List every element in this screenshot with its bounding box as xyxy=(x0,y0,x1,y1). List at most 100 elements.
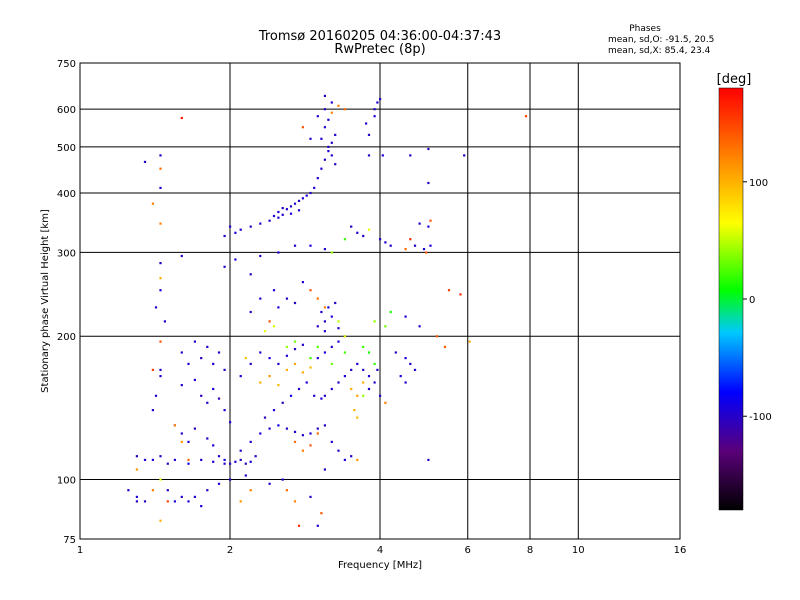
data-point xyxy=(159,289,162,292)
data-point xyxy=(320,137,323,140)
data-point xyxy=(151,368,154,371)
data-point xyxy=(409,238,412,241)
data-point xyxy=(173,500,176,503)
data-point xyxy=(297,387,301,391)
data-point xyxy=(297,199,301,202)
data-point xyxy=(293,440,297,443)
y-tick-label: 75 xyxy=(63,535,76,546)
x-axis-label: Frequency [MHz] xyxy=(338,560,422,571)
data-point xyxy=(362,381,365,384)
data-point xyxy=(379,98,382,101)
data-point xyxy=(337,381,340,384)
data-point xyxy=(327,306,330,309)
data-point xyxy=(301,449,304,452)
data-point xyxy=(249,460,252,463)
data-point xyxy=(143,500,147,503)
data-point xyxy=(249,273,252,276)
data-point xyxy=(163,320,166,323)
data-point xyxy=(362,345,365,348)
data-point xyxy=(330,315,333,318)
data-point xyxy=(212,444,215,447)
data-point xyxy=(180,254,183,258)
data-point xyxy=(249,225,252,228)
data-point xyxy=(272,409,276,412)
x-tick-label: 10 xyxy=(572,545,585,556)
data-point xyxy=(389,244,392,247)
data-point xyxy=(180,495,183,498)
data-point xyxy=(330,154,333,157)
data-point xyxy=(159,375,162,378)
data-point xyxy=(313,186,316,189)
data-point xyxy=(285,297,288,300)
data-point xyxy=(234,231,237,234)
data-point xyxy=(293,340,297,343)
data-point xyxy=(418,325,421,328)
data-point xyxy=(173,424,176,427)
data-point xyxy=(159,222,162,225)
data-point xyxy=(272,325,276,328)
data-point xyxy=(524,115,528,118)
data-point xyxy=(350,225,353,228)
data-point xyxy=(263,416,267,419)
data-point xyxy=(159,262,162,265)
data-point xyxy=(373,320,376,323)
data-point xyxy=(244,462,247,465)
data-point xyxy=(159,519,162,522)
data-point xyxy=(323,320,326,323)
data-point xyxy=(159,455,162,458)
data-point xyxy=(320,167,323,170)
data-point xyxy=(409,362,412,365)
data-point xyxy=(229,462,232,465)
data-point xyxy=(259,381,262,384)
data-point xyxy=(404,381,407,384)
data-point xyxy=(330,387,333,391)
data-point xyxy=(217,351,221,354)
chart-title: Tromsø 20160205 04:36:00-04:37:43 xyxy=(258,29,501,44)
data-point xyxy=(323,468,326,471)
data-point xyxy=(223,368,226,371)
data-point xyxy=(330,345,333,348)
data-point xyxy=(268,219,271,222)
data-point xyxy=(268,427,271,430)
data-point xyxy=(159,186,162,189)
data-point xyxy=(443,345,447,348)
data-point xyxy=(323,306,326,309)
data-point xyxy=(384,241,387,244)
data-point xyxy=(135,468,138,471)
data-point xyxy=(301,197,304,200)
data-point xyxy=(323,108,326,111)
data-point xyxy=(166,489,169,492)
data-point xyxy=(356,362,359,365)
data-point xyxy=(309,244,312,247)
data-point xyxy=(293,202,297,205)
data-point xyxy=(187,362,190,365)
data-point xyxy=(418,222,421,225)
data-point xyxy=(229,225,232,228)
data-point xyxy=(143,458,147,461)
data-point xyxy=(200,357,203,360)
data-point xyxy=(159,368,162,371)
data-point xyxy=(413,244,417,247)
data-point xyxy=(373,362,376,365)
data-point xyxy=(367,375,371,378)
data-point xyxy=(281,213,284,216)
data-point xyxy=(327,150,330,153)
data-point xyxy=(343,335,346,338)
data-point xyxy=(427,458,430,461)
data-point xyxy=(285,208,288,211)
data-point xyxy=(373,108,376,111)
data-point xyxy=(281,478,284,481)
colorbar-tick-label: 0 xyxy=(749,295,755,306)
data-point xyxy=(277,362,280,365)
data-point xyxy=(259,254,262,258)
data-point xyxy=(323,248,326,251)
colorbar xyxy=(718,87,744,511)
data-point xyxy=(320,397,323,400)
data-point xyxy=(206,401,209,404)
data-point xyxy=(268,357,271,360)
data-point xyxy=(337,449,340,452)
data-point xyxy=(468,340,471,343)
data-point xyxy=(223,234,226,238)
data-point xyxy=(249,440,252,443)
